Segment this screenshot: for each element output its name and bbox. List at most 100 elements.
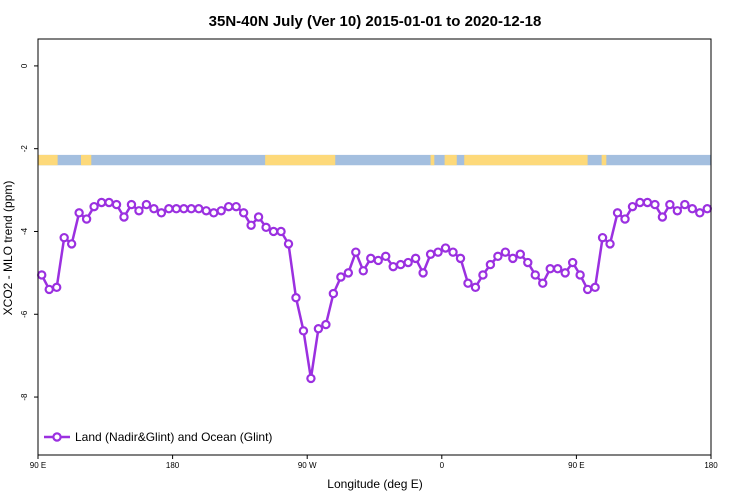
data-point <box>37 270 47 280</box>
y-tick-label-0: 0 <box>20 63 29 68</box>
data-point <box>605 239 615 249</box>
data-point <box>89 201 99 212</box>
data-point <box>485 259 496 270</box>
data-point <box>366 253 376 264</box>
chart-title: 35N-40N July (Ver 10) 2015-01-01 to 2020… <box>209 13 542 30</box>
data-point <box>538 278 548 288</box>
land-band-4 <box>444 154 457 166</box>
x-axis-label: Longitude (deg E) <box>327 477 422 491</box>
data-point <box>620 214 630 224</box>
data-point <box>478 270 488 280</box>
data-point <box>111 199 122 210</box>
data-point <box>141 199 152 210</box>
data-point <box>657 212 668 222</box>
data-point <box>298 326 309 336</box>
data-point <box>194 204 204 214</box>
land-band-2 <box>265 154 336 166</box>
data-point <box>493 251 503 262</box>
data-point <box>612 208 623 218</box>
land-ocean-strip <box>38 154 711 166</box>
data-point <box>66 239 77 249</box>
data-point <box>246 220 256 230</box>
data-point <box>500 247 511 257</box>
data-point <box>186 204 196 214</box>
data-point <box>418 268 428 278</box>
data-point <box>74 208 84 218</box>
data-point <box>515 249 526 259</box>
data-point <box>381 251 391 262</box>
axes: 90 E 180 90 W 0 90 E 180 0 -2 -4 -6 -8 <box>20 63 718 470</box>
data-point <box>81 214 92 224</box>
data-point <box>306 373 316 384</box>
data-point <box>560 268 570 278</box>
x-tick-label-2: 90 W <box>298 461 317 470</box>
data-point <box>276 226 286 237</box>
data-point <box>201 206 211 216</box>
legend: Land (Nadir&Glint) and Ocean (Glint) <box>44 430 272 444</box>
land-band-0 <box>38 154 58 166</box>
data-point <box>463 278 473 288</box>
data-point <box>508 253 518 264</box>
land-band-6 <box>601 154 607 166</box>
data-point <box>104 197 114 208</box>
data-point <box>268 226 279 237</box>
data-point <box>321 319 331 330</box>
data-point <box>238 208 249 218</box>
series-layer <box>37 197 712 384</box>
data-point <box>119 212 129 222</box>
plot-frame <box>37 38 712 456</box>
data-point <box>59 232 69 243</box>
land-band-1 <box>80 154 92 166</box>
data-point <box>410 253 421 264</box>
data-point <box>635 197 645 208</box>
data-point <box>216 206 226 216</box>
legend-label: Land (Nadir&Glint) and Ocean (Glint) <box>75 430 272 444</box>
land-band-5 <box>464 154 588 166</box>
x-tick-label-0: 90 E <box>30 461 46 470</box>
data-point <box>433 247 443 257</box>
data-point <box>343 268 354 278</box>
data-point <box>695 208 705 218</box>
data-point <box>597 232 608 243</box>
data-point <box>44 284 54 295</box>
data-point <box>126 199 137 210</box>
data-point <box>149 204 159 214</box>
ocean-band <box>38 154 711 166</box>
x-tick-label-4: 90 E <box>568 461 584 470</box>
data-point <box>650 199 660 210</box>
data-point <box>164 204 174 214</box>
data-point <box>440 243 451 253</box>
data-point <box>51 282 62 293</box>
data-point <box>687 204 698 214</box>
x-tick-label-3: 0 <box>440 461 445 470</box>
data-point <box>253 212 264 222</box>
data-point <box>665 199 675 210</box>
data-point <box>358 266 368 276</box>
y-tick-label-1: -2 <box>20 145 29 153</box>
data-point <box>470 282 481 293</box>
y-tick-label-4: -8 <box>20 393 29 401</box>
data-point <box>627 201 638 212</box>
data-point <box>455 253 466 264</box>
data-point <box>702 204 712 214</box>
data-point <box>553 264 563 274</box>
y-tick-label-3: -6 <box>20 310 29 318</box>
data-point <box>582 284 593 295</box>
data-point <box>425 249 436 259</box>
data-point <box>171 204 182 214</box>
data-point <box>388 261 398 272</box>
x-tick-label-5: 180 <box>704 461 718 470</box>
data-point <box>523 257 533 268</box>
data-point <box>567 257 578 268</box>
data-point <box>403 257 413 268</box>
data-point <box>642 197 653 208</box>
data-point <box>179 204 189 214</box>
y-tick-label-2: -4 <box>20 227 29 235</box>
y-axis-label: XCO2 - MLO trend (ppm) <box>1 181 15 316</box>
data-point <box>209 208 219 218</box>
data-point <box>313 324 324 334</box>
land-band-3 <box>430 154 435 166</box>
data-point <box>328 288 339 299</box>
data-point <box>530 270 540 280</box>
